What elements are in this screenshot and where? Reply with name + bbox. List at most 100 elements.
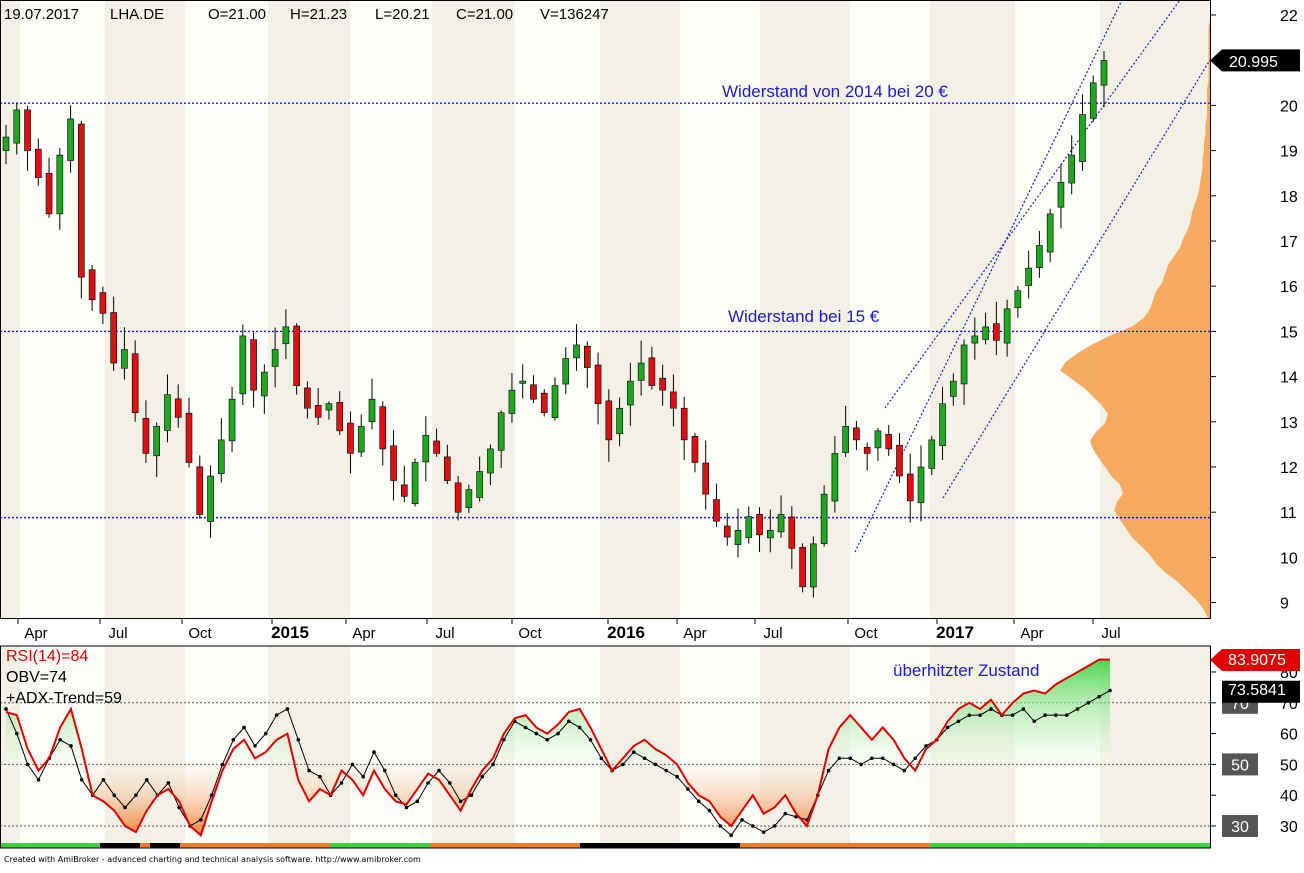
candle-body — [853, 427, 860, 441]
candle-body — [530, 384, 537, 400]
obv-point — [675, 774, 679, 779]
price-y-tick-label: 19 — [1280, 144, 1298, 161]
obv-point — [913, 756, 917, 761]
obv-point — [296, 737, 301, 742]
candle-body — [142, 417, 150, 454]
obv-point — [567, 719, 571, 724]
obv-point — [404, 805, 409, 810]
obv-point — [1032, 719, 1037, 724]
obv-point — [144, 778, 149, 782]
obv-point — [339, 781, 344, 785]
obv-point — [902, 768, 907, 773]
obv-point — [36, 778, 41, 782]
last-price-label: 20.995 — [1229, 54, 1278, 71]
candle-body — [164, 394, 171, 431]
candle-body — [217, 439, 225, 475]
candle-body — [228, 398, 236, 442]
obv-point — [772, 824, 777, 828]
obv-point — [458, 799, 463, 804]
candle-body — [433, 440, 440, 454]
obv-point — [242, 725, 246, 730]
obv-point — [134, 793, 138, 797]
candle-body — [174, 398, 182, 418]
price-y-tick-label: 14 — [1280, 370, 1298, 387]
candle-body — [1100, 60, 1108, 86]
x-tick-label: 2017 — [936, 623, 974, 642]
x-tick-label: Jul — [1101, 625, 1120, 642]
candle-body — [540, 392, 548, 414]
indicator-y-tick-label: 50 — [1280, 757, 1298, 774]
obv-point — [642, 756, 647, 761]
obv-point — [880, 756, 885, 761]
obv-point — [177, 805, 181, 810]
price-band — [600, 0, 680, 618]
candle-body — [680, 407, 688, 441]
candle-body — [121, 349, 128, 369]
candle-body — [594, 364, 602, 405]
candle-body — [906, 473, 914, 502]
annotation-resistance-2014: Widerstand von 2014 bei 20 € — [722, 82, 948, 101]
obv-point — [502, 737, 506, 742]
obv-point — [1097, 694, 1101, 699]
x-tick-label: 2016 — [607, 623, 645, 642]
candle-body — [971, 335, 979, 344]
trend-bar-segment — [970, 843, 1210, 848]
obv-point — [253, 744, 257, 748]
candle-body — [13, 109, 21, 144]
candle-body — [239, 335, 247, 395]
candle-body — [465, 489, 473, 508]
obv-point — [166, 781, 171, 785]
price-band — [350, 0, 432, 618]
candle-body — [153, 426, 161, 457]
price-band — [185, 0, 268, 618]
obv-point — [707, 808, 712, 813]
candle-body — [788, 516, 796, 549]
candle-body — [400, 484, 408, 497]
candle-body — [444, 456, 451, 481]
header-low: L=20.21 — [375, 6, 430, 23]
obv-point — [79, 778, 84, 782]
obv-point — [307, 768, 311, 773]
price-y-tick-label: 12 — [1280, 460, 1298, 477]
boxed-level — [1222, 753, 1258, 776]
candle-body — [691, 436, 699, 463]
indicator-y-tick-label: 40 — [1280, 788, 1298, 805]
trend-bar-segment — [740, 843, 930, 848]
candle-body — [562, 358, 570, 385]
obv-point — [58, 737, 62, 742]
candle-body — [336, 402, 344, 432]
obv-point — [967, 713, 972, 717]
trend-bar-segment — [100, 843, 140, 848]
obv-point — [4, 707, 8, 711]
obv-point — [556, 731, 560, 736]
candle-body — [379, 406, 387, 450]
candle-body — [1014, 290, 1022, 309]
obv-point — [621, 762, 625, 767]
header-symbol: LHA.DE — [110, 6, 164, 23]
indicator-panel-border — [0, 645, 1211, 849]
obv-point — [696, 799, 701, 804]
obv-point — [437, 768, 441, 773]
obv-point — [285, 707, 290, 711]
price-panel-border — [0, 0, 1211, 619]
obv-point — [848, 756, 853, 761]
price-y-tick-label: 9 — [1280, 596, 1289, 613]
obv-point — [740, 818, 744, 822]
candle-body — [56, 154, 64, 215]
price-band — [20, 0, 105, 618]
candle-body — [88, 269, 96, 301]
obv-point — [318, 774, 322, 779]
obv-point — [393, 793, 398, 797]
indicator-y-tick-label: 30 — [1280, 819, 1298, 836]
candle-body — [928, 439, 936, 469]
header-open: O=21.00 — [208, 6, 266, 23]
candle-body — [745, 516, 753, 538]
obv-point — [491, 762, 495, 767]
candle-body — [390, 445, 397, 481]
obv-point — [1086, 701, 1091, 705]
candle-body — [982, 326, 989, 340]
candle-body — [422, 435, 430, 463]
trend-bar-segment — [140, 843, 150, 848]
obv-point — [469, 793, 474, 797]
